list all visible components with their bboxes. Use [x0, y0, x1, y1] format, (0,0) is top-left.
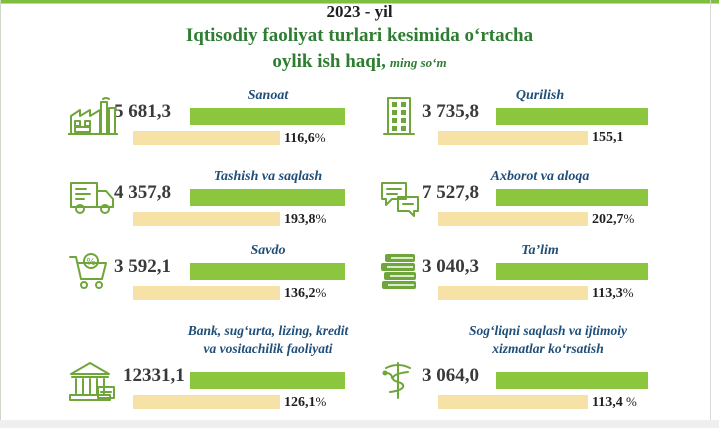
index-value: 155,1 — [592, 130, 624, 145]
index-label: 136,2% — [284, 285, 326, 302]
index-value: 116,6 — [284, 131, 315, 146]
sector-label-line: Qurilish — [515, 88, 565, 103]
chart-subtitle: oylik ish haqi, ming soʻm — [0, 51, 719, 73]
percent-sign: % — [315, 394, 327, 409]
index-value: 136,2 — [284, 286, 316, 301]
index-label: 202,7% — [592, 211, 634, 228]
frame-left — [0, 0, 1, 428]
sector-label-line: Bank, sugʻurta, lizing, kredit — [187, 323, 349, 338]
sector-label-line: va vositachilik faoliyati — [203, 341, 333, 356]
subtitle-text: oylik ish haqi, — [272, 51, 386, 72]
chart-title: Iqtisodiy faoliyat turlari kesimida oʻrt… — [185, 25, 534, 46]
sector-label-line: Savdo — [250, 243, 286, 258]
value-bar — [496, 189, 648, 206]
sector-label-line: xizmatlar koʻrsatish — [492, 341, 604, 356]
value-bar — [496, 263, 648, 280]
index-bar — [133, 286, 280, 300]
value-label: 3 735,8 — [422, 101, 479, 122]
top-rule-shadow — [0, 3, 719, 4]
percent-sign: % — [315, 285, 327, 300]
index-label: 113,4 % — [592, 394, 637, 411]
index-bar — [438, 395, 588, 409]
index-value: 193,8 — [284, 212, 316, 227]
value-bar — [190, 372, 345, 389]
index-value: 113,4 — [592, 395, 623, 410]
value-label: 3 064,0 — [422, 365, 479, 386]
index-value: 126,1 — [284, 395, 316, 410]
percent-sign: % — [622, 285, 634, 300]
sector-label: Sogʻliqni saqlash va ijtimoiy xizmatlar k… — [433, 322, 663, 358]
value-label: 5 681,3 — [114, 101, 171, 122]
sector-label: Tashish va saqlash — [168, 169, 368, 185]
frame-right — [710, 0, 711, 428]
index-label: 126,1% — [284, 394, 326, 411]
value-label: 4 357,8 — [114, 182, 171, 203]
sector-label: Ta’lim — [440, 243, 640, 259]
index-bar — [438, 286, 588, 300]
value-label: 3 040,3 — [422, 256, 479, 277]
percent-sign: % — [622, 394, 637, 409]
index-value: 202,7 — [592, 212, 624, 227]
index-label: 113,3% — [592, 285, 634, 302]
index-bar — [133, 212, 280, 226]
value-bar — [496, 108, 648, 125]
shopping-cart-icon: % — [69, 253, 107, 289]
unit-label: ming soʻm — [389, 55, 447, 70]
sector-label: Savdo — [168, 243, 368, 259]
percent-sign: % — [314, 130, 326, 145]
top-rule — [0, 0, 719, 3]
sector-label: Qurilish — [440, 88, 640, 104]
index-bar — [438, 212, 588, 226]
percent-sign: % — [623, 211, 635, 226]
value-bar — [190, 263, 345, 280]
factory-icon — [68, 97, 118, 135]
svg-text:%: % — [86, 257, 96, 268]
percent-sign: % — [315, 211, 327, 226]
index-bar — [133, 395, 280, 409]
value-label: 3 592,1 — [114, 256, 171, 277]
books-icon — [381, 254, 416, 289]
value-bar — [496, 372, 648, 389]
index-bar — [133, 131, 280, 145]
chat-bubbles-icon — [381, 182, 419, 217]
value-label: 7 527,8 — [422, 182, 479, 203]
index-label: 116,6% — [284, 130, 326, 147]
sector-label-line: Ta’lim — [521, 243, 559, 258]
index-label: 155,1 — [592, 130, 624, 146]
header-year: 2023 - yil — [326, 2, 393, 21]
sector-label: Sanoat — [168, 88, 368, 104]
building-icon — [383, 97, 415, 135]
index-label: 193,8% — [284, 211, 326, 228]
medical-caduceus-icon — [382, 362, 411, 399]
sector-label-line: Sanoat — [247, 88, 289, 103]
sector-label: Bank, sugʻurta, lizing, kredit va vositac… — [153, 322, 383, 358]
index-bar — [438, 131, 588, 145]
frame-bottom — [0, 420, 719, 428]
index-value: 113,3 — [592, 286, 623, 301]
sector-label: Axborot va aloqa — [440, 169, 640, 185]
truck-icon — [70, 182, 114, 214]
value-label: 12331,1 — [123, 365, 185, 386]
value-bar — [190, 108, 345, 125]
sector-label-line: Axborot va aloqa — [490, 169, 590, 184]
value-bar — [190, 189, 345, 206]
bank-icon — [69, 362, 115, 401]
sector-label-line: Tashish va saqlash — [213, 169, 323, 184]
sector-label-line: Sogʻliqni saqlash va ijtimoiy — [469, 323, 627, 338]
